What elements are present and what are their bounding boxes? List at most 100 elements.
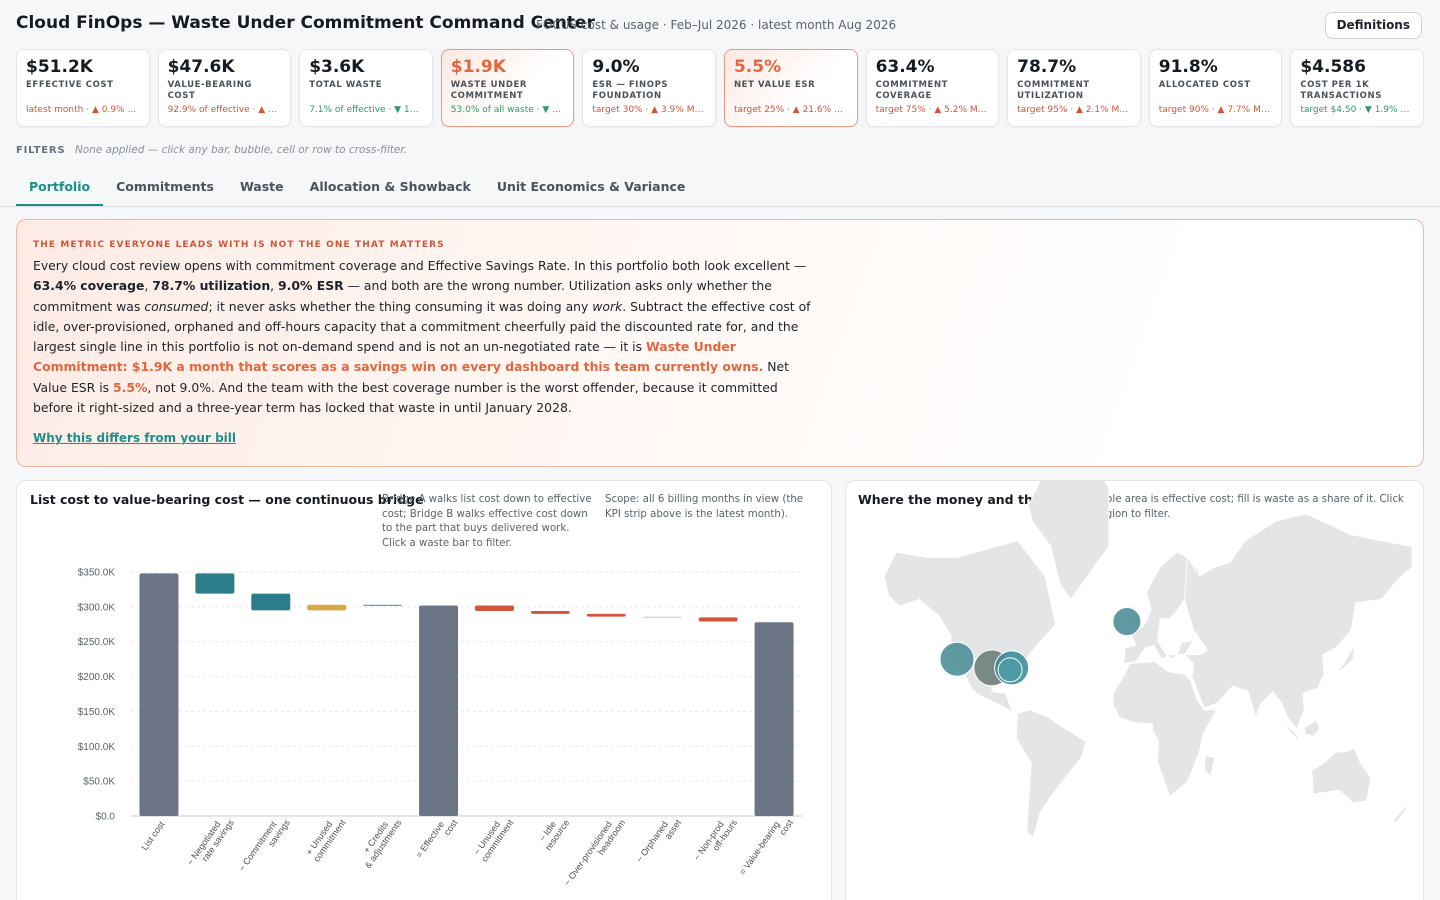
bridge-bar[interactable] bbox=[419, 605, 459, 816]
kpi-value: $3.6K bbox=[309, 57, 365, 77]
kpi-value: $51.2K bbox=[26, 57, 93, 77]
x-category-label: List cost bbox=[139, 819, 166, 852]
bridge-bar[interactable] bbox=[195, 573, 235, 594]
bridge-chart-title: List cost to value-bearing cost — one co… bbox=[30, 492, 424, 507]
bridge-chart-card: List cost to value-bearing cost — one co… bbox=[16, 480, 832, 900]
landmass bbox=[1027, 481, 1110, 600]
kpi-label: Effective cost bbox=[26, 80, 114, 90]
x-category-label: − Orphanedasset bbox=[634, 812, 683, 870]
map-card: Where the money and the waste sit Bubble… bbox=[845, 480, 1424, 900]
callout-kicker: The metric everyone leads with is not th… bbox=[33, 240, 445, 250]
x-category-label: − Non-prodoff-hours bbox=[692, 812, 740, 868]
insight-callout: The metric everyone leads with is not th… bbox=[16, 219, 1424, 467]
x-category-label: = Value-bearingcost bbox=[737, 812, 795, 883]
kpi-card[interactable]: 78.7% Commitment utilization target 95% · … bbox=[1007, 49, 1141, 127]
tab-divider bbox=[0, 206, 1440, 207]
kpi-value: 78.7% bbox=[1017, 57, 1077, 77]
bridge-bar[interactable] bbox=[307, 604, 347, 611]
x-category-label: = Effectivecost bbox=[414, 812, 460, 866]
landmass bbox=[1391, 802, 1410, 823]
kpi-value: 5.5% bbox=[733, 57, 782, 77]
definitions-button[interactable]: Definitions bbox=[1324, 12, 1422, 39]
filters-status: None applied — click any bar, bubble, ce… bbox=[74, 144, 408, 156]
bridge-bar[interactable] bbox=[474, 605, 514, 612]
bridge-bar[interactable] bbox=[586, 613, 626, 617]
kpi-label: Net value ESR bbox=[733, 80, 816, 90]
bridge-chart-note: Bridge A walks list cost down to effecti… bbox=[382, 494, 592, 549]
bridge-bar[interactable] bbox=[139, 573, 179, 816]
landmass bbox=[1183, 513, 1413, 731]
landmass bbox=[1303, 719, 1320, 737]
landmass bbox=[1203, 755, 1216, 777]
y-tick-label: $50.0K bbox=[83, 777, 115, 788]
map-note: Bubble area is effective cost; fill is w… bbox=[1086, 494, 1404, 520]
kpi-trend: target 25% · ▲ 21.6% M... bbox=[733, 105, 848, 115]
x-category-label: + Credits& adjustments bbox=[355, 812, 404, 871]
region-bubble[interactable] bbox=[1112, 607, 1142, 637]
landmass bbox=[1335, 646, 1355, 673]
landmass bbox=[1123, 551, 1201, 665]
kpi-card[interactable]: $47.6K Value-bearing cost 92.9% of effecti… bbox=[157, 49, 292, 127]
landmass bbox=[1112, 660, 1218, 797]
x-category-label: − Over-provisionedheadroom bbox=[562, 812, 627, 893]
kpi-value: 91.8% bbox=[1158, 57, 1218, 77]
kpi-card[interactable]: 63.4% Commitment coverage target 75% · ▲ 5… bbox=[865, 49, 1000, 127]
y-tick-label: $0.0 bbox=[96, 812, 116, 823]
tab-unit-economics-variance[interactable]: Unit Economics & Variance bbox=[496, 179, 686, 194]
x-category-label: − Idleresource bbox=[535, 812, 571, 852]
x-category-label: + Unusedcommitment bbox=[303, 812, 348, 864]
kpi-card[interactable]: 9.0% ESR — FinOps Foundation target 30% · … bbox=[582, 49, 716, 127]
y-tick-label: $200.0K bbox=[78, 672, 116, 683]
y-tick-label: $150.0K bbox=[78, 707, 116, 718]
kpi-value: $47.6K bbox=[167, 57, 235, 77]
x-category-label: − Negotiatedrate savings bbox=[185, 812, 236, 873]
kpi-label: ESR — FinOps Foundation bbox=[592, 80, 669, 101]
region-bubble[interactable] bbox=[997, 657, 1023, 683]
tab-waste[interactable]: Waste bbox=[239, 179, 284, 194]
kpi-trend: target 95% · ▲ 2.1% Mo... bbox=[1017, 105, 1131, 115]
x-category-label: − Commitmentsavings bbox=[237, 812, 293, 879]
tab-bar: Portfolio Commitments Waste Allocation & Sh… bbox=[16, 172, 698, 206]
tab-commitments[interactable]: Commitments bbox=[116, 179, 214, 194]
region-bubble[interactable] bbox=[939, 641, 975, 677]
bridge-chart-scope: Scope: all 6 billing months in view (the… bbox=[605, 494, 804, 520]
kpi-label: Total waste bbox=[309, 80, 383, 90]
x-category-label: − Unusedcommitment bbox=[471, 812, 516, 864]
landmass bbox=[1015, 709, 1087, 839]
kpi-trend: target 75% · ▲ 5.2% Mo... bbox=[875, 105, 990, 115]
bridge-bar[interactable] bbox=[698, 617, 738, 622]
kpi-label: Commitment coverage bbox=[875, 80, 949, 101]
bridge-bar[interactable] bbox=[754, 622, 794, 816]
filters-bar: FILTERS None applied — click any bar, bu… bbox=[16, 143, 407, 156]
kpi-value: $1.9K bbox=[450, 57, 506, 77]
kpi-card[interactable]: $4.586 Cost per 1K transactions target $4.… bbox=[1290, 49, 1424, 127]
kpi-label: Commitment utilization bbox=[1017, 80, 1090, 101]
kpi-trend: target $4.50 · ▼ 1.9% M... bbox=[1300, 105, 1414, 115]
page-title: Cloud FinOps — Waste Under Commitment Co… bbox=[16, 13, 595, 33]
world-map bbox=[883, 481, 1413, 839]
why-differs-link[interactable]: Why this differs from your bill bbox=[33, 431, 236, 446]
kpi-value: 63.4% bbox=[875, 57, 935, 77]
filters-label: FILTERS bbox=[16, 145, 66, 156]
bridge-bar[interactable] bbox=[363, 604, 403, 606]
bridge-bar[interactable] bbox=[530, 611, 570, 614]
tab-portfolio[interactable]: Portfolio bbox=[16, 172, 104, 206]
kpi-card[interactable]: $51.2K Effective cost latest month · ▲ 0.9… bbox=[16, 49, 150, 127]
y-tick-label: $350.0K bbox=[78, 568, 116, 579]
callout-body: Every cloud cost review opens with commi… bbox=[33, 258, 811, 416]
y-tick-label: $300.0K bbox=[78, 602, 116, 613]
kpi-card[interactable]: 91.8% Allocated cost target 90% · ▲ 7.7% M… bbox=[1148, 49, 1283, 127]
kpi-trend: 53.0% of all waste · ▼ 1... bbox=[450, 105, 565, 115]
kpi-label: Allocated cost bbox=[1158, 80, 1251, 90]
kpi-card[interactable]: $1.9K Waste under commitment 53.0% of all … bbox=[440, 49, 575, 127]
kpi-trend: target 30% · ▲ 3.9% Mo... bbox=[592, 105, 706, 115]
kpi-card[interactable]: 5.5% Net value ESR target 25% · ▲ 21.6% M.… bbox=[723, 49, 858, 127]
kpi-strip: $51.2K Effective cost latest month · ▲ 0.9… bbox=[16, 49, 1424, 127]
tab-allocation-showback[interactable]: Allocation & Showback bbox=[309, 179, 471, 194]
kpi-value: $4.586 bbox=[1300, 57, 1366, 77]
kpi-card[interactable]: $3.6K Total waste 7.1% of effective · ▼ 19… bbox=[299, 49, 433, 127]
kpi-trend: 92.9% of effective · ▲ 2... bbox=[167, 105, 282, 115]
y-tick-label: $100.0K bbox=[78, 742, 116, 753]
bridge-bar[interactable] bbox=[251, 593, 291, 611]
bridge-bar[interactable] bbox=[642, 616, 682, 618]
